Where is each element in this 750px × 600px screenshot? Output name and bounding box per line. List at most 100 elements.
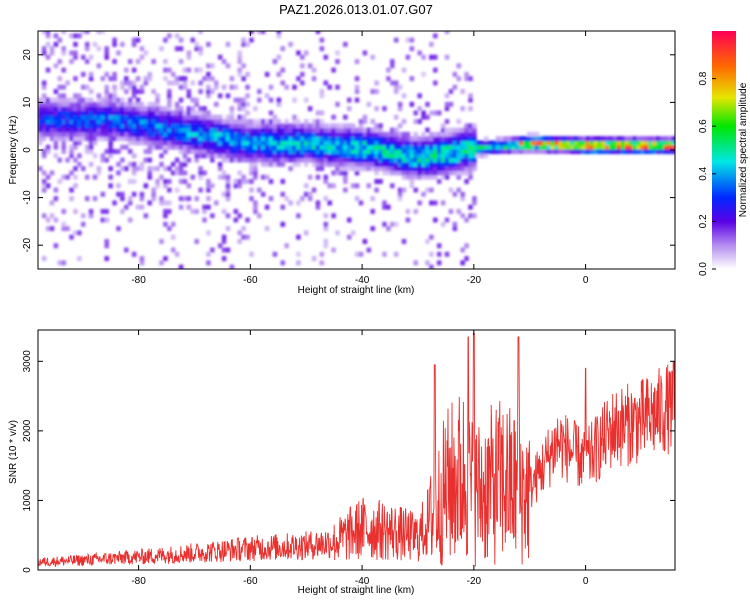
spectrogram-cell — [280, 67, 286, 73]
spectrogram-cell — [131, 161, 137, 167]
spectrogram-cell — [135, 166, 141, 172]
spectrogram-cell — [73, 110, 78, 116]
spectrogram-cell — [206, 110, 211, 116]
spectrogram-cell — [444, 170, 450, 176]
spectrogram-cell — [249, 153, 254, 159]
spectrogram-cell — [81, 101, 86, 107]
spectrogram-cell — [276, 131, 282, 137]
spectrogram-cell — [519, 149, 524, 154]
spectrogram-cell — [151, 187, 156, 193]
spectrogram-cell — [139, 123, 145, 129]
spectrogram-cell — [237, 106, 242, 112]
spectrogram-cell — [460, 149, 465, 154]
spectrogram-cell — [526, 131, 532, 137]
spectrogram-cell — [104, 127, 110, 133]
snr-x-tick-label: -60 — [243, 576, 258, 587]
spectrogram-cell — [57, 110, 63, 116]
spectrogram-cell — [135, 110, 141, 116]
spectrogram-cell — [573, 136, 579, 142]
spectrogram-cell — [182, 127, 188, 133]
spectrogram-cell — [468, 161, 473, 167]
spectrogram-cell — [151, 110, 156, 116]
spectrogram-cell — [350, 127, 356, 133]
spectrogram-cell — [237, 54, 242, 60]
spectrogram-cell — [456, 166, 462, 172]
spectrogram-cell — [374, 131, 379, 137]
spectrogram-cell — [206, 149, 211, 154]
spectrogram-cell — [311, 119, 317, 124]
spectrogram-cell — [366, 140, 372, 146]
spectrogram-cell — [652, 149, 657, 154]
spectrogram-cell — [108, 101, 113, 107]
spectrogram-cell — [116, 149, 121, 154]
spectrogram-cell — [264, 140, 270, 146]
spectrogram-cell — [84, 59, 90, 64]
spectrogram-cell — [268, 123, 274, 129]
spectrogram-cell — [507, 144, 512, 150]
spectrogram-cell — [143, 149, 149, 154]
spectrogram-cell — [315, 200, 321, 206]
spectrogram-cell — [616, 149, 622, 154]
spectrogram-cell — [425, 153, 430, 159]
spectrogram-cell — [472, 153, 477, 159]
spectrogram-cell — [464, 243, 469, 249]
spectrogram-cell — [69, 187, 74, 193]
spectrogram-cell — [347, 161, 352, 167]
spectrogram-cell — [523, 149, 528, 154]
spectrogram-cell — [182, 157, 188, 163]
spectrogram-cell — [456, 140, 462, 146]
spectrogram-cell — [221, 144, 227, 150]
spectrogram-cell — [92, 174, 98, 180]
spectrogram-cell — [77, 93, 82, 99]
spectrogram-cell — [429, 200, 434, 206]
spectrogram-cell — [84, 196, 90, 202]
spectrogram-cell — [413, 136, 419, 142]
spectrogram-cell — [69, 196, 74, 202]
spectrogram-cell — [131, 67, 137, 73]
spectrogram-cell — [92, 110, 98, 116]
spectrogram-cell — [397, 153, 403, 159]
spectrogram-cell — [268, 119, 274, 124]
spectrogram-cell — [163, 106, 168, 112]
spectrogram-cell — [343, 149, 348, 154]
spectrogram-cell — [73, 131, 78, 137]
spectrogram-cell — [202, 149, 207, 154]
spectrogram-cell — [198, 106, 203, 112]
spectrogram-cell — [284, 127, 289, 133]
spectrogram-cell — [323, 226, 329, 232]
spectrogram-cell — [167, 93, 172, 99]
spectrogram-cell — [241, 63, 246, 69]
spectrogram-cell — [331, 149, 336, 154]
spectrogram-cell — [81, 110, 86, 116]
spectrogram-cell — [151, 144, 156, 150]
spectrogram-cell — [88, 127, 94, 133]
spectrogram-cell — [272, 127, 278, 133]
spectrogram-cell — [81, 131, 86, 137]
spectrogram-cell — [202, 144, 207, 150]
spectrogram-cell — [241, 140, 246, 146]
spectrogram-cell — [151, 127, 156, 133]
colorbar-tick-label: 0.4 — [698, 166, 709, 180]
spectrogram-cell — [362, 50, 368, 56]
spectrogram-cell — [139, 140, 145, 146]
spectrogram-cell — [280, 144, 286, 150]
spectrogram-cell — [147, 136, 153, 142]
spectrogram-cell — [100, 110, 106, 116]
spectrogram-cell — [170, 123, 176, 129]
spectrogram-cell — [296, 76, 301, 82]
spectrogram-cell — [163, 123, 168, 129]
spectrogram-cell — [460, 196, 465, 202]
spectrogram-cell — [84, 174, 90, 180]
spectrogram-cell — [167, 131, 172, 137]
spectrogram-cell — [534, 131, 540, 137]
spectrogram-cell — [49, 170, 55, 176]
spectrogram-cell — [272, 157, 278, 163]
spectrogram-cell — [335, 127, 340, 133]
spectrogram-cell — [167, 226, 172, 232]
spectrogram-cell — [452, 161, 458, 167]
spectrogram-cell — [409, 37, 415, 43]
spectrogram-cell — [124, 166, 129, 172]
spectrogram-cell — [194, 209, 199, 214]
spectrogram-cell — [331, 123, 336, 129]
spectrogram-cell — [194, 157, 199, 163]
